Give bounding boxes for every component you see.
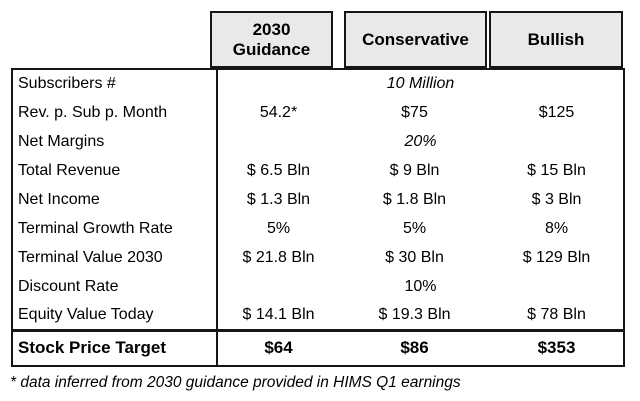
table-row-total-revenue: Total Revenue $ 6.5 Bln $ 9 Bln $ 15 Bln (12, 156, 624, 185)
value-cell: $ 9 Bln (389, 161, 440, 179)
value-cell: 8% (544, 219, 569, 237)
table-row-terminal-growth-rate: Terminal Growth Rate 5% 5% 8% (12, 214, 624, 243)
merged-value-cell: 10 Million (386, 75, 455, 92)
value-cell: $ 1.3 Bln (246, 190, 311, 208)
column-header-label: Bullish (527, 29, 585, 49)
value-cell: $64 (264, 338, 293, 358)
valuation-table: Subscribers # 10 Million Rev. p. Sub p. … (11, 68, 626, 367)
value-cell: $ 14.1 Bln (242, 305, 315, 323)
value-cell: $ 15 Bln (527, 161, 586, 179)
table-row-discount-rate: Discount Rate 10% (12, 272, 624, 301)
column-header-conservative: Conservative (344, 11, 487, 68)
table-row-rev-per-sub: Rev. p. Sub p. Month 54.2* $75 $125 (12, 98, 624, 127)
value-cell: $ 6.5 Bln (246, 161, 311, 179)
row-label: Subscribers # (12, 69, 218, 98)
merged-value-cell: 10% (404, 277, 437, 295)
row-label: Discount Rate (12, 272, 218, 301)
value-cell: $ 3 Bln (531, 190, 582, 208)
row-label: Stock Price Target (12, 330, 218, 366)
value-cell: $353 (537, 338, 576, 358)
value-cell: $86 (400, 338, 429, 358)
value-cell: 5% (402, 219, 427, 237)
row-label: Net Income (12, 185, 218, 214)
table-row-stock-price-target: Stock Price Target $64 $86 $353 (12, 330, 625, 366)
table-row-terminal-value-2030: Terminal Value 2030 $ 21.8 Bln $ 30 Bln … (12, 243, 624, 272)
row-label: Rev. p. Sub p. Month (12, 98, 218, 127)
row-label: Total Revenue (12, 156, 218, 185)
footnote: * data inferred from 2030 guidance provi… (10, 374, 461, 391)
table-row-equity-value-today: Equity Value Today $ 14.1 Bln $ 19.3 Bln… (12, 301, 624, 330)
merged-value-cell: 20% (404, 132, 437, 150)
table-row-net-income: Net Income $ 1.3 Bln $ 1.8 Bln $ 3 Bln (12, 185, 624, 214)
value-cell: $ 19.3 Bln (378, 305, 451, 323)
row-label: Terminal Growth Rate (12, 214, 218, 243)
row-label: Terminal Value 2030 (12, 243, 218, 272)
value-cell: 54.2* (259, 103, 298, 121)
value-cell: $ 129 Bln (522, 248, 591, 266)
value-cell: $ 30 Bln (385, 248, 444, 266)
row-label: Net Margins (12, 127, 218, 156)
table-row-subscribers: Subscribers # 10 Million (12, 69, 624, 98)
column-header-label: 2030 Guidance (232, 19, 311, 59)
row-label: Equity Value Today (12, 301, 218, 330)
table-row-net-margins: Net Margins 20% (12, 127, 624, 156)
column-header-bullish: Bullish (489, 11, 623, 68)
column-header-label: Conservative (362, 29, 469, 49)
value-cell: $ 21.8 Bln (242, 248, 315, 266)
value-cell: $ 1.8 Bln (382, 190, 447, 208)
column-header-2030-guidance: 2030 Guidance (210, 11, 333, 68)
value-cell: $ 78 Bln (527, 305, 586, 323)
value-cell: $125 (538, 103, 575, 121)
value-cell: $75 (401, 103, 428, 121)
value-cell: 5% (266, 219, 291, 237)
